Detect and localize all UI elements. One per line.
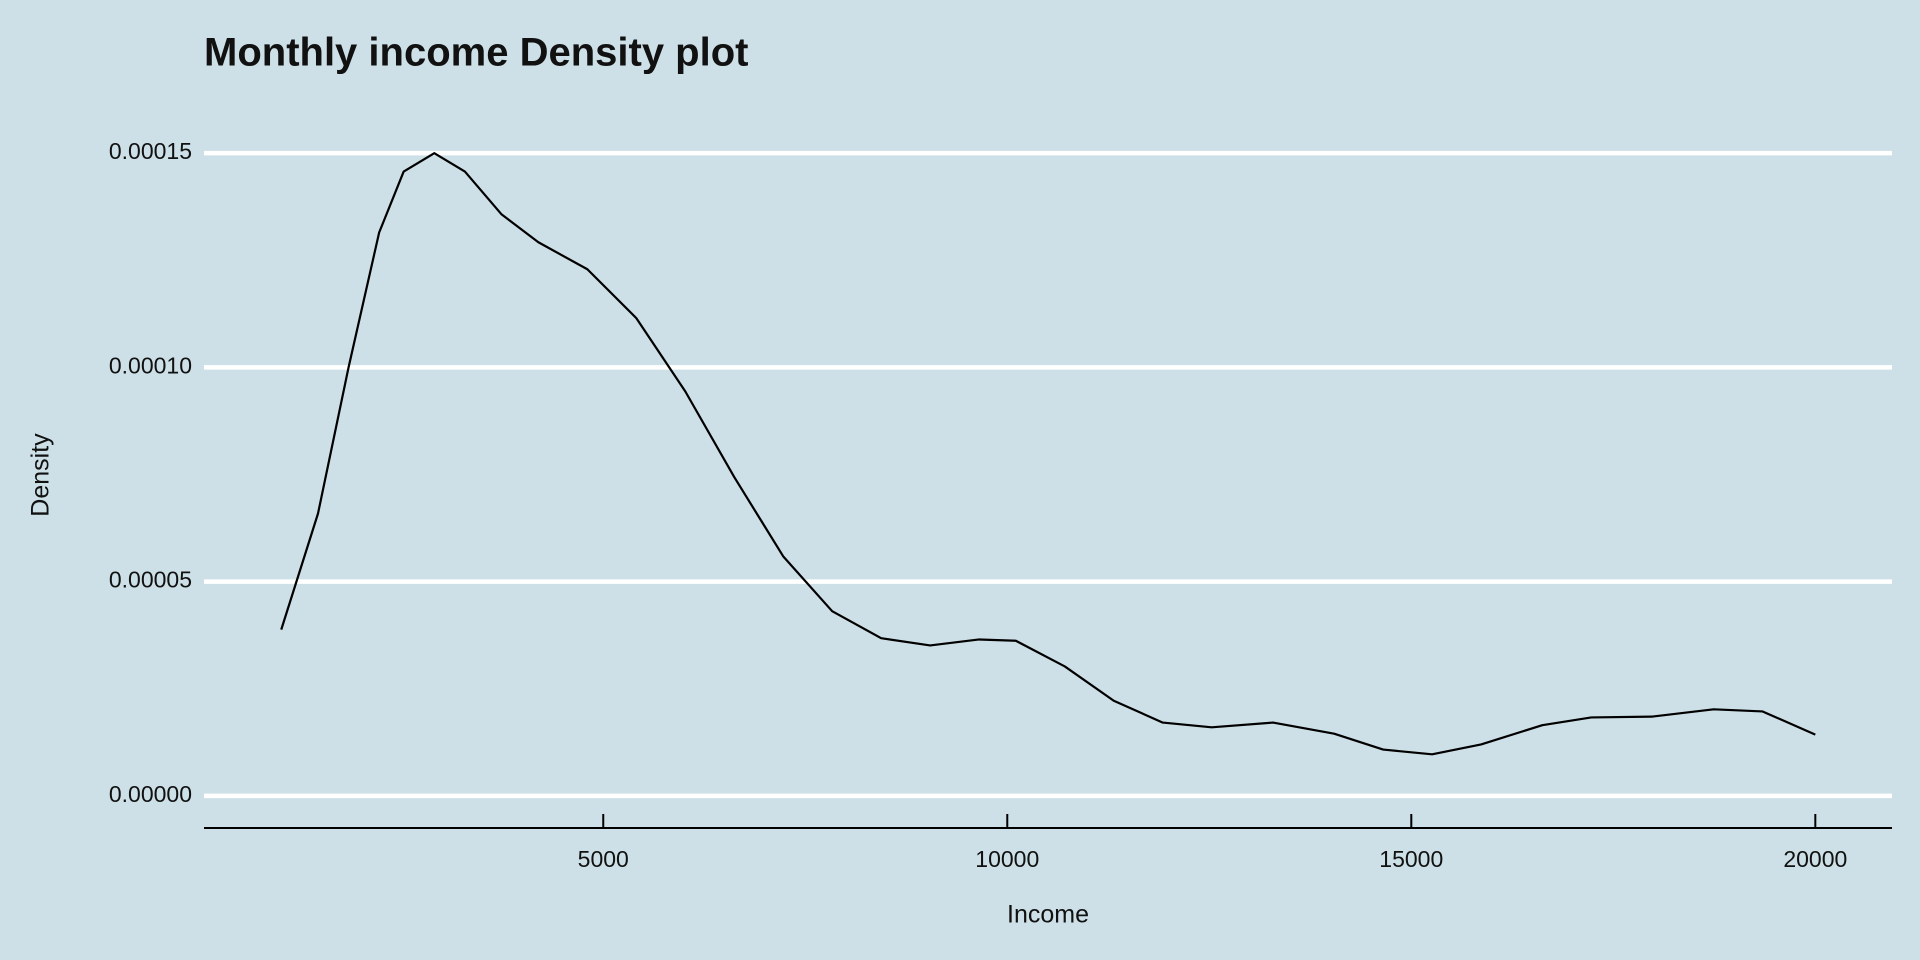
chart-title: Monthly income Density plot (204, 31, 748, 75)
x-tick-label: 5000 (578, 846, 629, 872)
x-tick-label: 10000 (975, 846, 1039, 872)
x-axis-title: Income (1007, 901, 1089, 929)
y-tick-label: 0.00005 (109, 567, 192, 593)
y-tick-label: 0.00010 (109, 352, 192, 378)
y-tick-label: 0.00000 (109, 781, 192, 807)
x-tick-label: 20000 (1783, 846, 1847, 872)
x-tick-label: 15000 (1379, 846, 1443, 872)
y-tick-label: 0.00015 (109, 138, 192, 164)
density-line (280, 152, 1816, 756)
y-axis-title: Density (27, 433, 55, 517)
